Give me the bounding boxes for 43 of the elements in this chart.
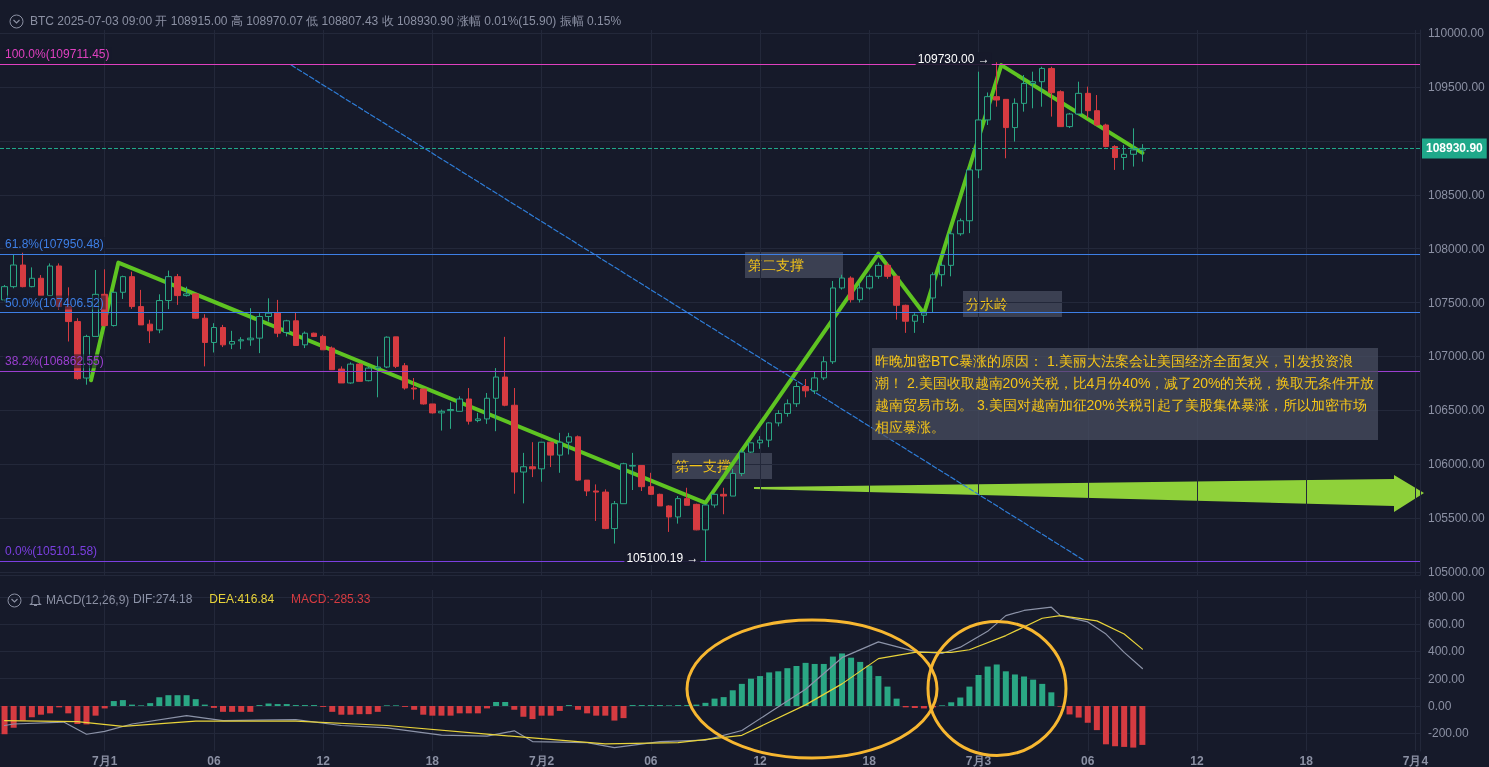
ref-line-label: 108930.90 (1426, 141, 1484, 156)
x-tick-label: 7月3 (965, 754, 992, 767)
chart-title: BTC 2025-07-03 09:00 开 108915.00 高 108970.07 低 108807.43 收 108930.90 涨幅 0.01%(15.90) 振幅 0.15% (30, 14, 622, 28)
y-tick-label: 200.00 (1428, 671, 1466, 686)
y-tick-label: 110000.00 (1428, 26, 1485, 41)
x-tick-label: 12 (316, 754, 331, 767)
text: DEA:416.84 (209, 592, 275, 606)
y-tick-label: 106000.00 (1428, 457, 1486, 472)
x-tick-label: 18 (862, 754, 877, 767)
ref-line-label: 0.0%(105101.58) (5, 543, 98, 558)
chart-title: MACD(12,26,9) (46, 593, 130, 607)
y-tick-label: 105500.00 (1428, 510, 1486, 525)
x-tick-label: 06 (207, 754, 221, 767)
y-tick-label: 106500.00 (1428, 403, 1486, 418)
y-tick-label: 107500.00 (1428, 295, 1486, 310)
x-tick-label: 7月2 (528, 754, 555, 767)
y-tick-label: 109500.00 (1428, 80, 1486, 95)
y-tick-label: 107000.00 (1428, 349, 1486, 364)
y-tick-label: -200.00 (1428, 726, 1470, 741)
ref-line-label: 50.0%(107406.52) (5, 295, 104, 310)
x-tick-label: 18 (1299, 754, 1314, 767)
text: MACD:-285.33 (291, 592, 371, 606)
y-tick-label: 800.00 (1428, 589, 1466, 604)
x-tick-label: 12 (1190, 754, 1204, 767)
y-tick-label: 105000.00 (1428, 564, 1486, 579)
ref-line-label: 100.0%(109711.45) (5, 47, 110, 62)
annotation: 105100.19 → (626, 550, 699, 565)
text-box: 昨晚加密BTC暴涨的原因： 1.美丽大法案会让美国经济全面复兴，引发投资浪潮！ 2.美国收取越南20%关税，比4月份40%，减了20%的关税，换取无条件开放越南贸易市场。 3.美国对越南加征20%关税引起了美股集体暴涨，所以加密市场相应暴涨。 (872, 348, 1378, 440)
annotation: 109730.00 → (917, 52, 990, 67)
ref-line-label: 38.2%(106862.55) (5, 354, 104, 369)
y-tick-label: 108000.00 (1428, 241, 1486, 256)
x-tick-label: 12 (753, 754, 768, 767)
x-tick-label: 18 (425, 754, 440, 767)
y-tick-label: 108500.00 (1428, 187, 1486, 202)
text: DIF:274.18 (133, 592, 193, 606)
y-tick-label: 400.00 (1428, 644, 1466, 659)
y-tick-label: 600.00 (1428, 617, 1466, 632)
x-tick-label: 06 (1081, 754, 1095, 767)
x-tick-label: 7月1 (92, 754, 118, 767)
y-tick-label: 0.00 (1428, 698, 1452, 713)
x-tick-label: 06 (644, 754, 658, 767)
ref-line-label: 61.8%(107950.48) (5, 236, 104, 251)
x-tick-label: 7月4 (1402, 754, 1429, 767)
